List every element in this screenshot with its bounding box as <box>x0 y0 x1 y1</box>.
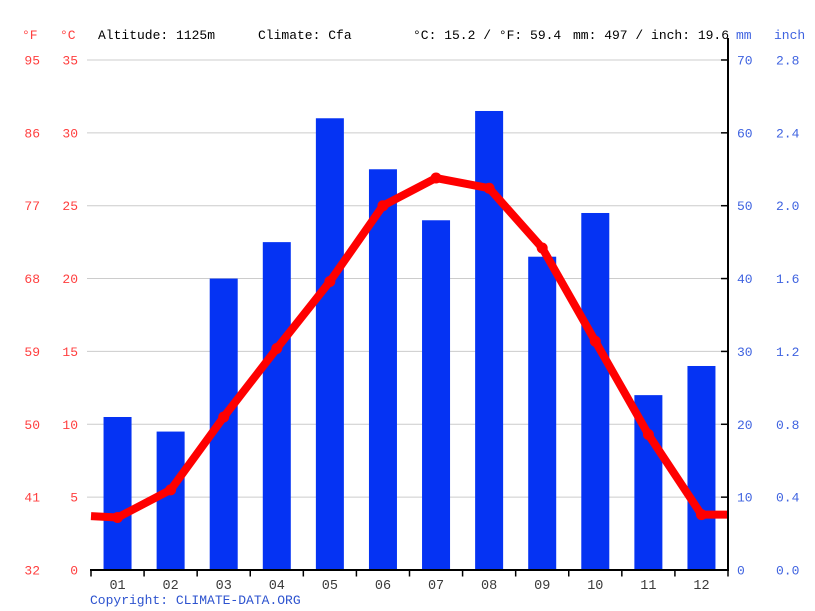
left-axis-label-c: 20 <box>62 272 78 287</box>
left-axis-label-c: 25 <box>62 199 78 214</box>
precip-bar-09 <box>528 256 557 570</box>
inch-unit-label: inch <box>774 28 806 43</box>
left-axis-label-f: 68 <box>24 272 40 287</box>
left-axis-label-c: 15 <box>62 345 78 360</box>
left-axis-label-c: 5 <box>70 491 78 506</box>
month-label-08: 08 <box>481 579 497 594</box>
month-label-05: 05 <box>322 579 338 594</box>
right-axis-label-inch: 0.0 <box>776 564 799 579</box>
copyright-label: Copyright: <box>90 593 176 608</box>
precip-bar-10 <box>581 212 610 570</box>
month-label-01: 01 <box>109 579 125 594</box>
left-axis-label-c: 30 <box>62 126 78 141</box>
precip-bar-12 <box>687 365 716 570</box>
month-label-10: 10 <box>587 579 603 594</box>
mm-unit-label: mm <box>736 28 752 43</box>
month-label-12: 12 <box>693 579 709 594</box>
right-axis-label-mm: 0 <box>737 564 745 579</box>
climate-data-link[interactable]: CLIMATE-DATA.ORG <box>175 593 301 608</box>
month-label-03: 03 <box>216 579 232 594</box>
precip-bar-08 <box>475 110 504 571</box>
temperature-line <box>90 174 728 522</box>
celsius-unit-label: °C <box>60 28 76 43</box>
left-axis-label-c: 0 <box>70 564 78 579</box>
temperature-point-08 <box>483 182 495 194</box>
temperature-point-12 <box>695 509 707 521</box>
precip-bar-04 <box>262 242 291 570</box>
month-label-04: 04 <box>269 579 285 594</box>
month-label-06: 06 <box>375 579 391 594</box>
right-axis-label-inch: 1.2 <box>776 345 799 360</box>
precip-bar-01 <box>103 416 132 570</box>
right-axis-label-inch: 2.8 <box>776 53 799 68</box>
altitude-label: Altitude: 1125m <box>98 28 216 43</box>
left-axis-label-c: 35 <box>62 53 78 68</box>
month-label-09: 09 <box>534 579 550 594</box>
temperature-point-03 <box>218 411 230 423</box>
right-axis-label-mm: 30 <box>737 345 753 360</box>
temperature-point-05 <box>324 275 336 287</box>
temperature-point-10 <box>589 335 601 347</box>
precip-bar-06 <box>368 169 397 570</box>
right-axis-label-mm: 70 <box>737 53 753 68</box>
right-axis-label-inch: 2.4 <box>776 126 800 141</box>
right-axis-label-inch: 0.8 <box>776 418 799 433</box>
right-axis-label-inch: 2.0 <box>776 199 799 214</box>
right-axis-label-mm: 50 <box>737 199 753 214</box>
temperature-point-01 <box>112 512 124 524</box>
temperature-point-07 <box>430 172 442 184</box>
left-axis-label-f: 41 <box>24 491 40 506</box>
climate-class-label: Climate: Cfa <box>258 28 352 43</box>
temperature-point-02 <box>165 484 177 496</box>
temperature-point-11 <box>642 428 654 440</box>
mean-temperature-label: °C: 15.2 / °F: 59.4 <box>413 28 562 43</box>
left-axis-label-f: 86 <box>24 126 40 141</box>
left-axis-label-f: 59 <box>24 345 40 360</box>
left-axis-label-c: 10 <box>62 418 78 433</box>
month-label-11: 11 <box>640 579 656 594</box>
right-axis-label-mm: 40 <box>737 272 753 287</box>
temperature-point-04 <box>271 343 283 355</box>
month-label-07: 07 <box>428 579 444 594</box>
left-axis-label-f: 77 <box>24 199 40 214</box>
precip-bar-07 <box>422 220 451 570</box>
precip-bar-05 <box>315 118 344 570</box>
total-precipitation-label: mm: 497 / inch: 19.6 <box>573 28 730 43</box>
left-axis-label-f: 50 <box>24 418 40 433</box>
month-label-02: 02 <box>163 579 179 594</box>
left-axis-label-f: 32 <box>24 564 40 579</box>
right-axis-label-mm: 60 <box>737 126 753 141</box>
right-axis-label-mm: 10 <box>737 491 753 506</box>
temperature-point-09 <box>536 242 548 254</box>
precip-bar-02 <box>156 431 185 570</box>
copyright: Copyright: CLIMATE-DATA.ORG <box>90 593 301 608</box>
right-axis-label-inch: 0.4 <box>776 491 800 506</box>
right-axis-label-inch: 1.6 <box>776 272 799 287</box>
right-axis-label-mm: 20 <box>737 418 753 433</box>
fahrenheit-unit-label: °F <box>22 28 38 43</box>
left-axis-label-f: 95 <box>24 53 40 68</box>
temperature-point-06 <box>377 200 389 212</box>
